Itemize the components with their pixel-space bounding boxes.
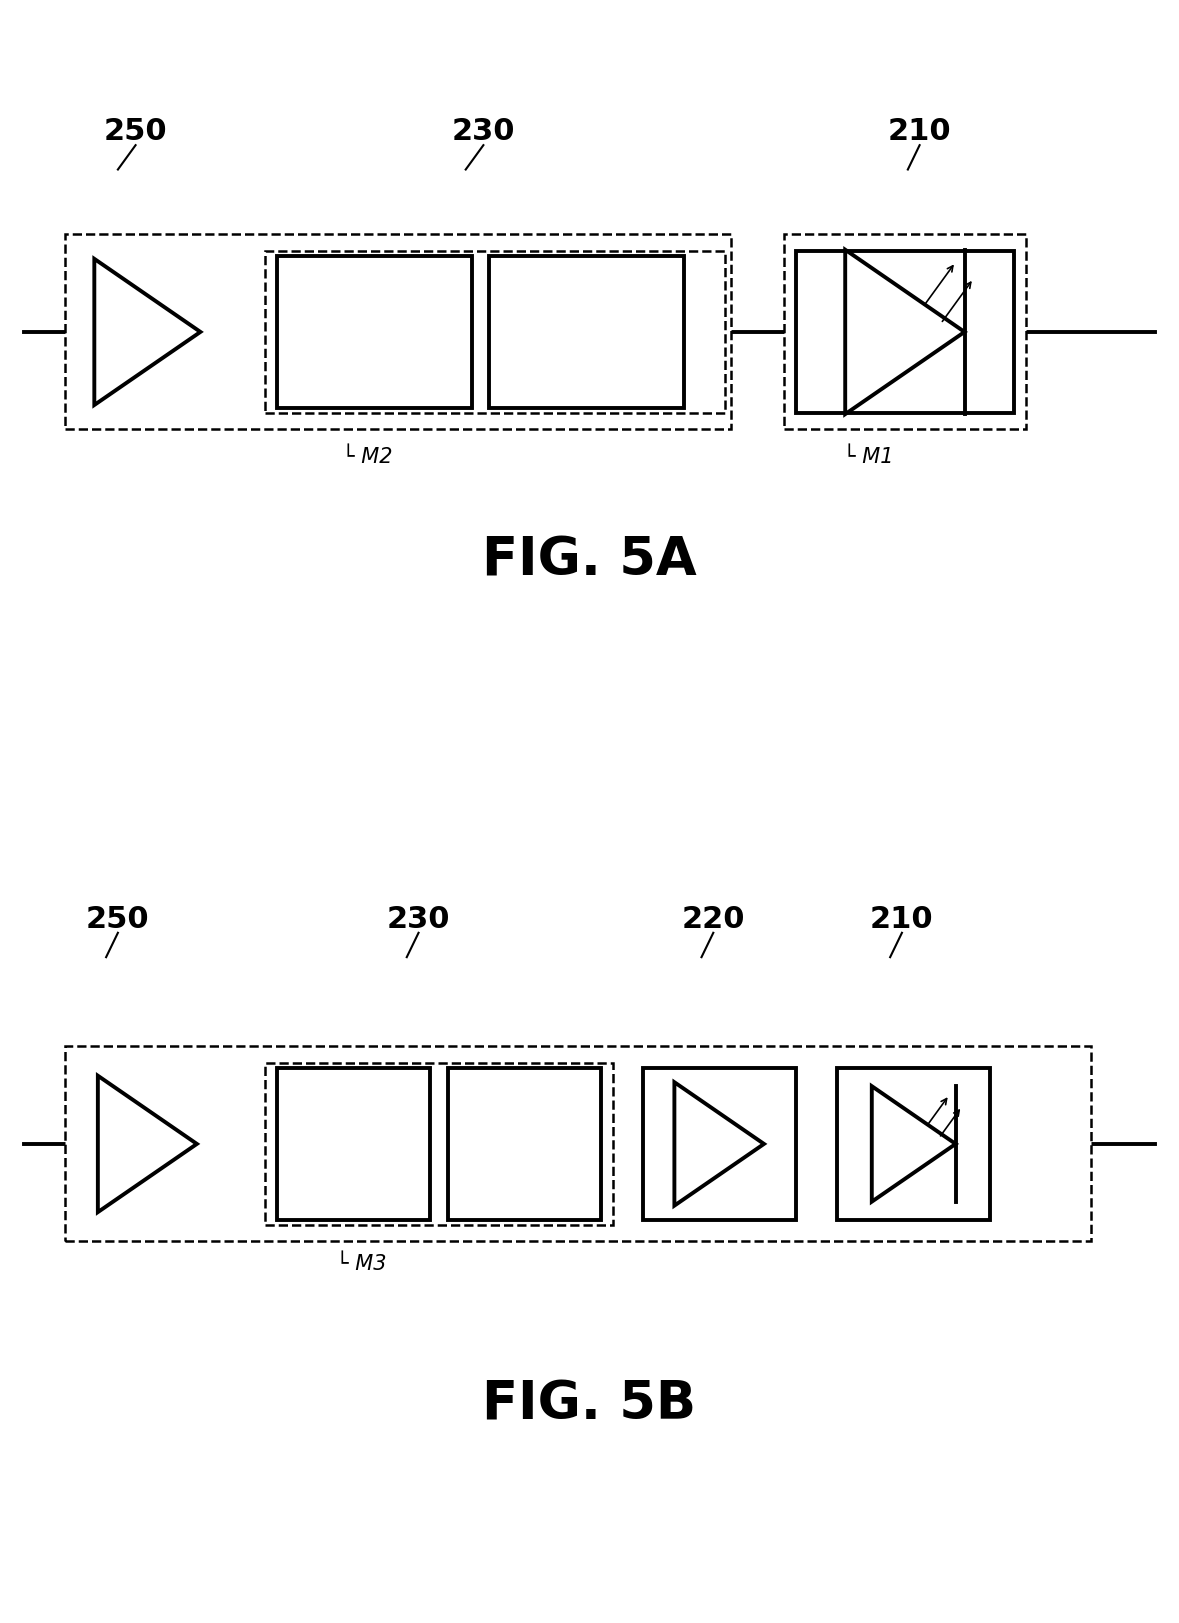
Bar (448, 1068, 601, 1220)
Text: 230: 230 (387, 904, 450, 933)
Text: 250: 250 (86, 904, 150, 933)
Bar (265, 252, 725, 414)
Text: 230: 230 (452, 117, 515, 146)
Bar (277, 1068, 430, 1220)
Text: └ M2: └ M2 (342, 446, 393, 466)
Bar (65, 235, 731, 430)
Text: FIG. 5B: FIG. 5B (482, 1378, 697, 1430)
Bar (837, 1068, 990, 1220)
Bar (489, 256, 684, 409)
Text: 210: 210 (870, 904, 934, 933)
Text: FIG. 5A: FIG. 5A (482, 534, 697, 586)
Text: 210: 210 (888, 117, 951, 146)
Bar (796, 252, 1014, 414)
Bar (65, 1047, 1091, 1242)
Text: 250: 250 (104, 117, 167, 146)
Bar (643, 1068, 796, 1220)
Text: └ M1: └ M1 (843, 446, 894, 466)
Bar (277, 256, 472, 409)
Text: 220: 220 (681, 904, 745, 933)
Bar (265, 1063, 613, 1225)
Bar (784, 235, 1026, 430)
Text: └ M3: └ M3 (336, 1253, 387, 1272)
